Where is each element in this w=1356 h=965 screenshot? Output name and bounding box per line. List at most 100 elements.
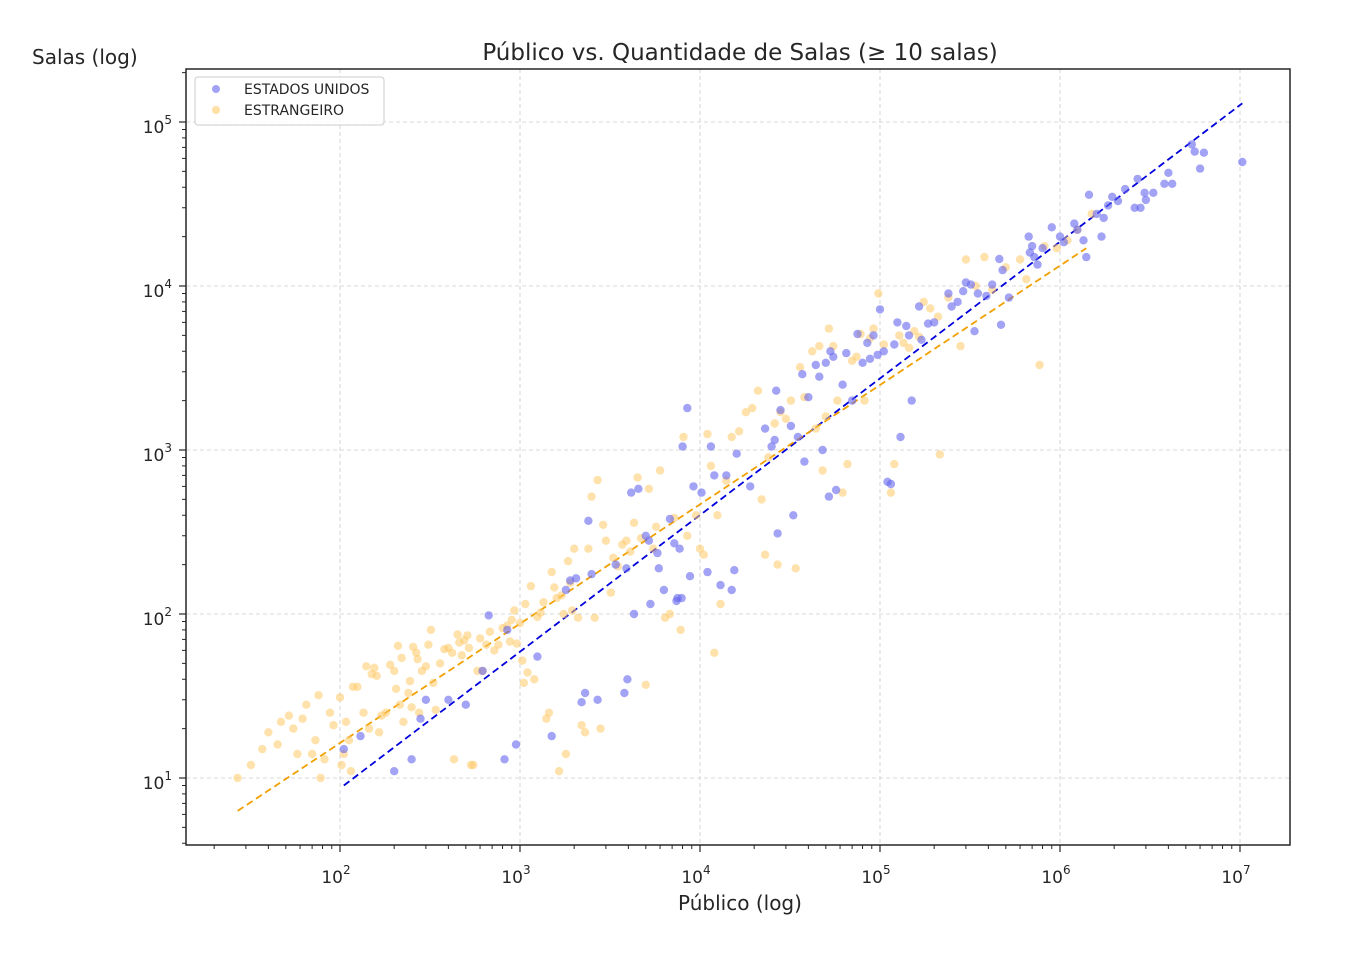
point-estrangeiro <box>869 324 878 333</box>
point-estrangeiro <box>407 703 416 712</box>
point-estados-unidos <box>407 755 416 764</box>
y-tick-label: 104 <box>143 277 172 302</box>
chart-title: Público vs. Quantidade de Salas (≥ 10 sa… <box>482 40 997 66</box>
point-estados-unidos <box>811 360 820 370</box>
point-estrangeiro <box>536 608 545 617</box>
point-estrangeiro <box>316 773 325 783</box>
point-estados-unidos <box>1195 164 1205 173</box>
point-estados-unidos <box>772 386 781 395</box>
point-estrangeiro <box>706 461 716 471</box>
legend-marker-estrangeiro <box>212 106 220 114</box>
point-estados-unidos <box>838 380 847 389</box>
point-estrangeiro <box>821 412 830 421</box>
point-estados-unidos <box>623 675 632 684</box>
x-tick-label: 105 <box>861 863 890 888</box>
point-estados-unidos <box>1140 188 1149 197</box>
point-estrangeiro <box>449 755 459 764</box>
point-estrangeiro <box>786 396 796 405</box>
point-estados-unidos <box>886 479 896 489</box>
point-estrangeiro <box>748 403 757 413</box>
point-estados-unidos <box>853 329 862 339</box>
point-estados-unidos <box>547 731 556 741</box>
point-estados-unidos <box>1004 293 1014 302</box>
point-estrangeiro <box>544 708 554 717</box>
point-estados-unidos <box>1160 179 1169 188</box>
point-estrangeiro <box>760 550 770 559</box>
point-estados-unidos <box>697 488 706 497</box>
y-tick-label: 105 <box>143 113 172 138</box>
point-estrangeiro <box>879 340 888 349</box>
point-estados-unidos <box>875 305 885 314</box>
point-estrangeiro <box>727 432 736 442</box>
point-estados-unidos <box>815 372 824 381</box>
point-estrangeiro <box>609 553 618 562</box>
point-estados-unidos <box>786 421 796 431</box>
point-estados-unidos <box>580 688 590 698</box>
point-estados-unidos <box>1099 213 1108 223</box>
point-estados-unidos <box>1024 232 1033 241</box>
point-estados-unidos <box>1079 236 1088 245</box>
point-estrangeiro <box>335 693 345 702</box>
point-estados-unidos <box>571 574 581 583</box>
point-estados-unidos <box>914 302 924 311</box>
point-estrangeiro <box>753 386 763 395</box>
point-estrangeiro <box>764 453 773 462</box>
point-estados-unidos <box>1092 209 1101 219</box>
point-estrangeiro <box>926 304 935 313</box>
point-estrangeiro <box>791 564 800 573</box>
point-estrangeiro <box>530 675 539 684</box>
point-estados-unidos <box>659 585 669 595</box>
point-estrangeiro <box>469 760 478 770</box>
point-estados-unidos <box>416 714 425 723</box>
point-estrangeiro <box>302 700 311 709</box>
point-estrangeiro <box>1015 255 1025 264</box>
point-estrangeiro <box>956 341 965 351</box>
x-tick-label: 103 <box>501 863 530 888</box>
point-estados-unidos <box>902 321 911 331</box>
point-estados-unidos <box>982 291 991 301</box>
point-estados-unidos <box>944 289 953 298</box>
x-tick-label: 107 <box>1221 863 1250 888</box>
point-estrangeiro <box>773 560 782 569</box>
point-estados-unidos <box>773 529 782 538</box>
point-estados-unidos <box>995 254 1004 264</box>
legend-label-estrangeiro: ESTRANGEIRO <box>244 103 344 119</box>
point-estados-unidos <box>1149 188 1158 197</box>
point-estrangeiro <box>494 640 503 649</box>
point-estados-unidos <box>1097 232 1106 241</box>
point-estrangeiro <box>741 408 751 417</box>
point-estados-unidos <box>653 548 662 558</box>
point-estados-unidos <box>824 492 834 501</box>
y-tick-label: 103 <box>143 441 172 466</box>
point-estados-unidos <box>584 516 593 525</box>
point-estados-unidos <box>390 767 399 776</box>
point-estados-unidos <box>865 354 875 363</box>
point-estrangeiro <box>362 662 371 671</box>
point-estrangeiro <box>554 767 564 776</box>
point-estrangeiro <box>273 740 282 749</box>
point-estrangeiro <box>815 341 824 351</box>
point-estados-unidos <box>732 449 741 458</box>
point-estrangeiro <box>818 466 827 475</box>
point-estados-unidos <box>356 731 365 741</box>
point-estrangeiro <box>561 749 571 759</box>
point-estrangeiro <box>699 550 708 559</box>
point-estados-unidos <box>998 265 1007 275</box>
point-estrangeiro <box>695 544 705 553</box>
point-estrangeiro <box>344 736 354 745</box>
point-estados-unidos <box>727 585 736 595</box>
point-estrangeiro <box>568 606 577 615</box>
point-estrangeiro <box>258 744 267 754</box>
point-estrangeiro <box>1052 244 1062 253</box>
point-estrangeiro <box>298 714 307 723</box>
point-estrangeiro <box>1035 360 1044 370</box>
point-estados-unidos <box>1187 140 1197 149</box>
point-estrangeiro <box>413 655 422 664</box>
point-estrangeiro <box>475 634 485 643</box>
point-estados-unidos <box>893 318 902 327</box>
x-tick-label: 106 <box>1041 863 1070 888</box>
point-estados-unidos <box>1136 203 1145 212</box>
point-estrangeiro <box>399 717 408 726</box>
point-estrangeiro <box>393 641 403 650</box>
point-estados-unidos <box>339 744 348 754</box>
